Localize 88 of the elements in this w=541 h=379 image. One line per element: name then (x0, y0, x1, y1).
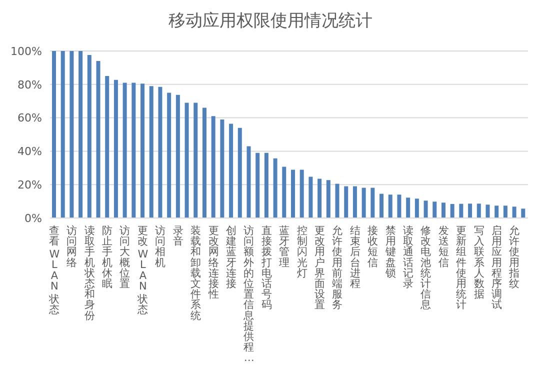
bar (70, 51, 74, 218)
bar (114, 80, 118, 218)
bar (105, 76, 110, 218)
bar (158, 86, 162, 218)
bar (308, 176, 313, 218)
bar (397, 194, 402, 218)
bar (512, 206, 516, 218)
x-tick-label: 写入联系人数据 (474, 225, 485, 301)
chart-title: 移动应用权限使用情况统计 (168, 10, 374, 33)
bar (468, 204, 472, 218)
bar (521, 208, 526, 218)
y-tick-label: 40% (18, 145, 42, 158)
x-tick-label: 查看 WLAN 状态 (48, 224, 60, 316)
bar (273, 158, 278, 218)
category-label: 读取手机状态和身份 (84, 225, 96, 322)
y-tick-label: 100% (10, 44, 42, 58)
bar (202, 108, 206, 218)
x-tick-label: 录音 (172, 225, 184, 248)
bar (335, 184, 340, 218)
x-tick-label: 允许使用指纹 (508, 224, 520, 290)
bar (176, 94, 180, 218)
bar (370, 188, 375, 218)
bar (414, 198, 419, 218)
y-tick-label: 80% (18, 78, 42, 92)
x-tick-label: 更改网络连接性 (207, 225, 220, 301)
category-label: 访问额外的位置信息提供程… (244, 225, 255, 364)
bar (87, 55, 92, 218)
x-tick-label: 直接拨打电话号码 (260, 224, 272, 312)
bar (291, 170, 295, 218)
bar (352, 186, 357, 218)
bar (229, 124, 234, 218)
bar (318, 178, 322, 218)
x-tick-label: 结束后台进程 (350, 224, 361, 290)
bar (380, 194, 384, 218)
x-tick-label: 修改电池统计信息 (420, 225, 432, 312)
x-tick-label: 允许使用前端服务 (332, 224, 344, 312)
bar (441, 202, 446, 218)
bar (60, 51, 65, 218)
bar (432, 202, 437, 218)
bar (149, 86, 154, 218)
bar (459, 204, 464, 218)
bar (424, 200, 428, 218)
x-tick-label: 访问相机 (155, 224, 166, 269)
x-tick-label: 控制闪光灯 (296, 225, 308, 280)
y-tick-label: 0% (24, 212, 42, 225)
bar (246, 146, 251, 218)
x-tick-label: 更改用户界面设置 (314, 225, 326, 312)
bar (282, 166, 286, 218)
bar (52, 51, 56, 218)
bar (388, 194, 392, 218)
y-tick-label: 20% (18, 178, 42, 192)
bar (256, 152, 260, 218)
x-tick-label: 禁用键盘锁 (384, 224, 396, 280)
bar (140, 84, 145, 218)
bar (220, 119, 224, 218)
bar (122, 82, 127, 218)
x-tick-label: 访问大概位置 (120, 224, 131, 290)
bar (450, 204, 454, 218)
bar (238, 128, 242, 218)
x-tick-label: 读取通话记录 (403, 224, 414, 290)
x-tick-label: 启用应用程序调试 (492, 224, 503, 312)
bar (78, 51, 83, 218)
bar (406, 198, 410, 218)
bar (326, 180, 330, 218)
y-tick-label: 60% (18, 112, 42, 125)
bar (476, 204, 481, 218)
x-tick-label: 蓝牙管理 (279, 224, 290, 269)
x-tick-label: 接收短信 (368, 224, 379, 269)
category-label: 装载和卸载文件系统 (190, 225, 202, 322)
bar (264, 152, 268, 218)
x-tick-label: 创建蓝牙连接 (224, 225, 237, 290)
bar (494, 206, 499, 218)
bar (184, 102, 189, 218)
x-tick-label: 更改 WLAN 状态 (136, 225, 149, 316)
bar (344, 186, 348, 218)
bar (300, 170, 304, 218)
x-tick-label: 访问网络 (66, 224, 78, 269)
bar (132, 82, 136, 218)
x-tick-label: 更新组件使用统计 (456, 225, 468, 312)
bar (503, 206, 508, 218)
bar (167, 92, 172, 218)
bar (96, 61, 100, 218)
x-tick-label: 防止手机休眠 (102, 224, 114, 290)
bar (194, 102, 198, 218)
bar (486, 204, 490, 218)
bar (211, 116, 216, 218)
bar (362, 188, 366, 218)
x-tick-label: 发送短信 (438, 225, 450, 269)
